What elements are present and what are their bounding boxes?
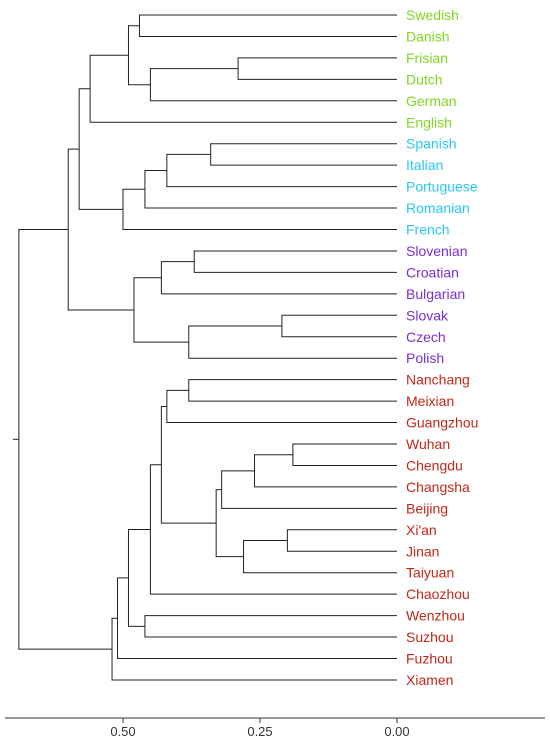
leaf-label-chaozhou: Chaozhou (406, 586, 470, 602)
dendrogram-branch-n24 (215, 489, 244, 558)
leaf-label-dutch: Dutch (406, 71, 443, 87)
dendrogram-branch-n8 (144, 170, 397, 209)
x-axis-ticks: 0.50 0.25 0.00 (110, 718, 410, 739)
dendrogram-branch-n3 (149, 68, 397, 102)
dendrogram-branch-n10 (78, 88, 123, 210)
leaf-label-nanchang: Nanchang (406, 372, 470, 388)
x-tick-label: 0.00 (384, 724, 409, 739)
leaf-label-slovenian: Slovenian (406, 243, 468, 259)
leaf-label-beijing: Beijing (406, 500, 448, 516)
dendrogram-branch-n11 (193, 250, 397, 273)
leaf-label-bulgarian: Bulgarian (406, 286, 465, 302)
leaf-label-romanian: Romanian (406, 200, 470, 216)
leaf-labels: Swedish Danish Frisian Dutch German English Sp… (406, 7, 478, 688)
dendrogram-branch-n18 (166, 389, 397, 424)
leaf-label-meixian: Meixian (406, 393, 454, 409)
leaf-label-taiyuan: Taiyuan (406, 565, 454, 581)
dendrogram-branches (12, 14, 397, 681)
leaf-label-czech: Czech (406, 329, 446, 345)
dendrogram-branch-n31 (18, 229, 113, 650)
dendrogram-branch-n28 (127, 528, 151, 627)
dendrogram-branch-n30 (111, 617, 397, 681)
x-tick-label: 0.25 (247, 724, 272, 739)
leaf-label-slovak: Slovak (406, 307, 449, 323)
leaf-label-suzhou: Suzhou (406, 629, 453, 645)
dendrogram-branch-n14 (188, 325, 397, 359)
leaf-label-changsha: Changsha (406, 479, 470, 495)
dendrogram-branch-n23 (243, 540, 397, 574)
dendrogram-branch-n12 (160, 261, 397, 295)
dendrogram-branch-n7 (166, 153, 397, 188)
leaf-label-spanish: Spanish (406, 136, 457, 152)
x-axis: 0.50 0.25 0.00 (5, 717, 545, 739)
leaf-label-danish: Danish (406, 28, 450, 44)
leaf-label-xian: Xi'an (406, 522, 437, 538)
leaf-label-wuhan: Wuhan (406, 436, 450, 452)
dendrogram-branch-n27 (144, 615, 397, 638)
leaf-label-french: French (406, 222, 450, 238)
leaf-label-jinan: Jinan (406, 543, 439, 559)
dendrogram-branch-n19 (292, 443, 397, 466)
leaf-label-italian: Italian (406, 157, 443, 173)
leaf-label-frisian: Frisian (406, 50, 448, 66)
leaf-label-croatian: Croatian (406, 264, 459, 280)
leaf-label-english: English (406, 114, 452, 130)
leaf-label-polish: Polish (406, 350, 444, 366)
leaf-label-swedish: Swedish (406, 7, 459, 23)
x-tick-label: 0.50 (110, 724, 135, 739)
dendrogram-branch-n2 (237, 57, 397, 80)
dendrogram-branch-n1 (138, 14, 397, 37)
leaf-label-guangzhou: Guangzhou (406, 415, 478, 431)
dendrogram-branch-n20 (254, 454, 397, 488)
dendrogram-branch-n9 (122, 188, 397, 230)
dendrogram-branch-n25 (160, 405, 217, 524)
dendrogram-branch-n22 (286, 529, 397, 552)
leaf-label-german: German (406, 93, 457, 109)
leaf-label-portuguese: Portuguese (406, 179, 478, 195)
leaf-label-fuzhou: Fuzhou (406, 651, 453, 667)
dendrogram-branch-n21 (221, 470, 397, 509)
dendrogram-branch-n13 (281, 314, 397, 338)
leaf-label-wenzhou: Wenzhou (406, 608, 465, 624)
leaf-label-xiamen: Xiamen (406, 672, 453, 688)
dendrogram-branch-n29 (117, 577, 397, 659)
dendrogram-branch-n6 (210, 143, 397, 166)
dendrogram-branch-n17 (188, 379, 397, 402)
leaf-label-chengdu: Chengdu (406, 457, 463, 473)
dendrogram-branch-n5 (89, 54, 397, 123)
